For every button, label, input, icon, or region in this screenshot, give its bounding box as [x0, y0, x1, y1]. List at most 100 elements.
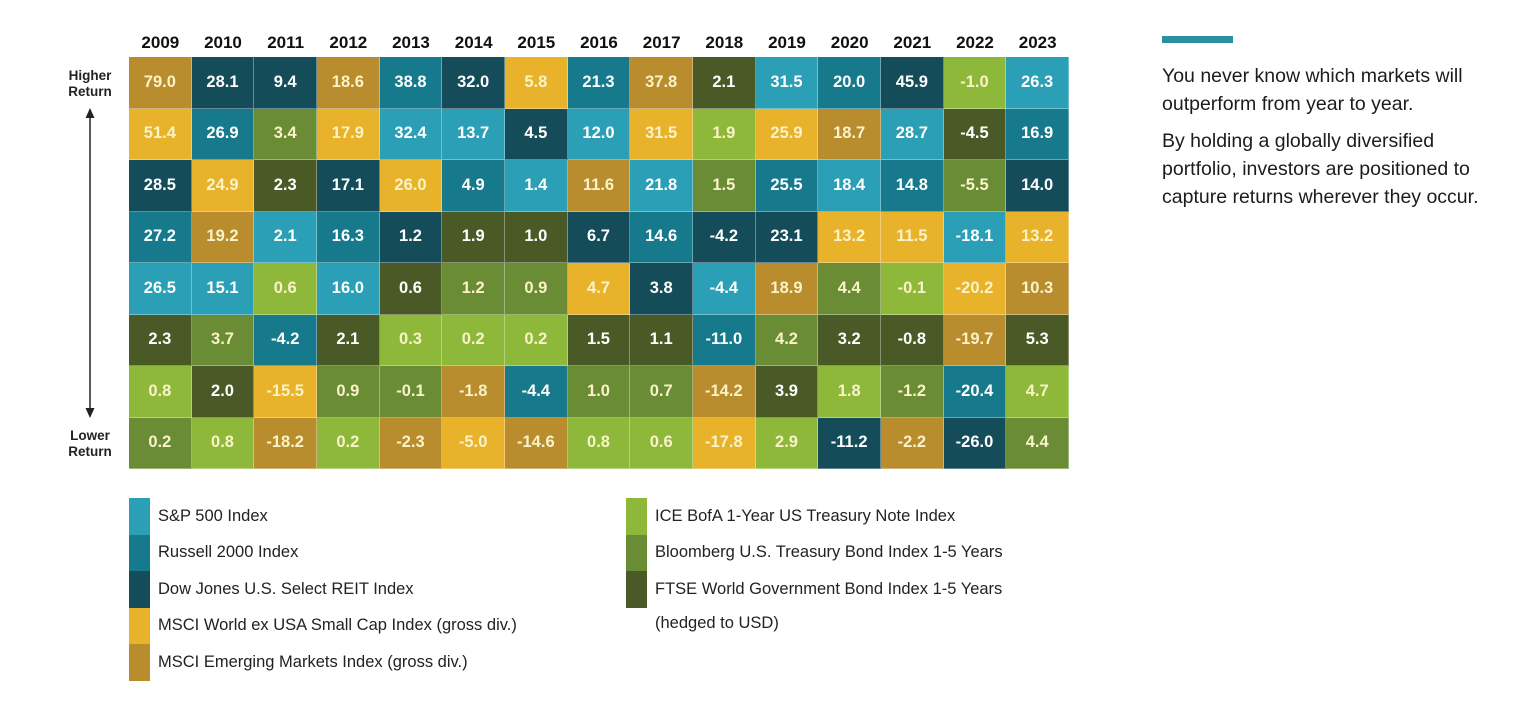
return-cell-2019-r2: 25.5: [755, 160, 819, 212]
return-cell-2011-bb: 3.4: [254, 108, 317, 160]
return-cell-2023-r2: 16.9: [1006, 108, 1069, 160]
return-cell-2016-r2: 21.3: [567, 57, 631, 109]
legend-swatch: [129, 644, 150, 681]
year-label: 2014: [454, 33, 493, 52]
return-cell-2012-sp: 16.0: [317, 263, 380, 315]
legend-label: Dow Jones U.S. Select REIT Index: [158, 579, 414, 598]
return-cell-2013-bb: -0.1: [379, 366, 443, 418]
year-label: 2012: [329, 33, 368, 52]
return-cell-2018-bb: 1.5: [693, 160, 756, 212]
return-cell-2011-re: 9.4: [254, 57, 317, 109]
return-cell-2022-re: -26.0: [943, 417, 1007, 469]
return-cell-2023-bb: 4.4: [1006, 417, 1069, 469]
return-cell-2021-em: -2.2: [881, 417, 944, 469]
return-cell-2019-em: 18.9: [755, 263, 819, 315]
return-cell-2013-t1: 0.3: [379, 314, 443, 366]
return-cell-2018-em: -14.2: [693, 366, 756, 418]
legend-item-t1: ICE BofA 1-Year US Treasury Note Index: [626, 498, 1003, 535]
return-cell-2020-sp: 18.4: [818, 160, 881, 212]
return-cell-2012-bb: 0.9: [317, 366, 380, 418]
return-cell-2018-t1: 1.9: [693, 108, 756, 160]
legend-swatch: [129, 534, 150, 571]
return-cell-2013-r2: 38.8: [379, 57, 443, 109]
return-cell-2010-ft: 2.0: [191, 366, 255, 418]
legend-item-re: Dow Jones U.S. Select REIT Index: [129, 571, 517, 608]
return-cell-2014-sp: 13.7: [442, 108, 505, 160]
side-note: You never know which markets will outper…: [1162, 36, 1512, 220]
return-cell-2013-ft: 0.6: [379, 263, 443, 315]
higher-return-label: Higher Return: [58, 68, 122, 100]
return-cell-2020-bb: 4.4: [818, 263, 881, 315]
return-cell-2012-re: 17.1: [317, 160, 380, 212]
year-label: 2023: [1018, 33, 1057, 52]
return-cell-2020-em: 18.7: [818, 108, 881, 160]
return-cell-2015-ws: 5.8: [505, 57, 568, 109]
return-cell-2009-re: 28.5: [129, 160, 192, 212]
returns-grid: 79.0 51.4 28.5 27.2 26.5 2.3 0.8 0.2 28.1 26.9 24.…: [129, 57, 1069, 469]
return-cell-2009-r2: 27.2: [129, 211, 192, 263]
return-cell-2010-em: 19.2: [191, 211, 255, 263]
legend-label: MSCI World ex USA Small Cap Index (gross…: [158, 616, 517, 635]
return-cell-2015-t1: 0.2: [505, 314, 568, 366]
return-cell-2009-em: 79.0: [129, 57, 192, 109]
return-cell-2020-re: -11.2: [818, 417, 881, 469]
return-cell-2016-t1: 0.8: [567, 417, 631, 469]
year-label: 2019: [768, 33, 806, 52]
double-arrow-icon: [85, 108, 95, 418]
legend-item-bb: Bloomberg U.S. Treasury Bond Index 1-5 Y…: [626, 534, 1003, 571]
return-cell-2019-ws: 25.9: [755, 108, 819, 160]
return-cell-2018-r2: -11.0: [693, 314, 756, 366]
return-cell-2011-sp: 2.1: [254, 211, 317, 263]
return-cell-2022-ft: -4.5: [943, 108, 1007, 160]
return-cell-2019-bb: 4.2: [755, 314, 819, 366]
year-header-row: 2009 2010 2011 2012 2013 2014 2015 2016 2017 2018…: [129, 30, 1069, 56]
return-cell-2018-re: -4.2: [693, 211, 756, 263]
year-label: 2011: [267, 33, 305, 52]
return-cell-2016-ws: 4.7: [567, 263, 631, 315]
legend-item-sp: S&P 500 Index: [129, 498, 517, 535]
return-cell-2015-re: 4.5: [505, 108, 568, 160]
year-label: 2015: [517, 33, 556, 52]
return-cell-2022-em: -19.7: [943, 314, 1007, 366]
return-cell-2017-r2: 14.6: [630, 211, 693, 263]
return-cell-2011-ws: -15.5: [254, 366, 317, 418]
year-label: 2010: [204, 33, 242, 52]
return-cell-2019-ft: 3.9: [755, 366, 819, 418]
return-cell-2014-re: 32.0: [442, 57, 505, 109]
return-cell-2021-re: 45.9: [881, 57, 944, 109]
legend-item-r2: Russell 2000 Index: [129, 534, 517, 571]
return-cell-2015-r2: -4.4: [505, 366, 568, 418]
return-cell-2023-ft: 5.3: [1006, 314, 1069, 366]
accent-bar: [1162, 36, 1233, 43]
return-cell-2014-ft: 1.9: [442, 211, 505, 263]
legend-swatch: [129, 607, 150, 644]
return-cell-2010-sp: 15.1: [191, 263, 255, 315]
legend-label: Russell 2000 Index: [158, 543, 299, 562]
return-cell-2013-em: -2.3: [379, 417, 443, 469]
legend-label: S&P 500 Index: [158, 506, 268, 525]
return-cell-2017-bb: 0.7: [630, 366, 693, 418]
return-cell-2022-t1: -1.0: [943, 57, 1007, 109]
return-cell-2023-sp: 26.3: [1006, 57, 1069, 109]
lower-return-line2: Return: [68, 444, 112, 459]
return-cell-2017-re: 3.8: [630, 263, 693, 315]
return-cell-2009-sp: 26.5: [129, 263, 192, 315]
return-cell-2019-re: 23.1: [755, 211, 819, 263]
side-paragraph-2: By holding a globally diversified portfo…: [1162, 130, 1479, 208]
year-label: 2021: [893, 33, 932, 52]
return-cell-2023-ws: 13.2: [1006, 211, 1069, 263]
return-cell-2016-re: 6.7: [567, 211, 631, 263]
return-cell-2021-bb: -1.2: [881, 366, 944, 418]
return-cell-2022-sp: -18.1: [943, 211, 1007, 263]
return-cell-2010-t1: 0.8: [191, 417, 255, 469]
return-cell-2019-sp: 31.5: [755, 57, 819, 109]
side-paragraph-1: You never know which markets will outper…: [1162, 65, 1463, 115]
return-cell-2015-bb: 0.9: [505, 263, 568, 315]
return-cell-2013-re: 1.2: [379, 211, 443, 263]
lower-return-label: Lower Return: [58, 428, 122, 460]
return-cell-2022-bb: -5.5: [943, 160, 1007, 212]
return-cell-2020-r2: 20.0: [818, 57, 881, 109]
legend-item-em: MSCI Emerging Markets Index (gross div.): [129, 644, 517, 681]
return-cell-2017-ft: 1.1: [630, 314, 693, 366]
return-cell-2014-bb: 1.2: [442, 263, 505, 315]
